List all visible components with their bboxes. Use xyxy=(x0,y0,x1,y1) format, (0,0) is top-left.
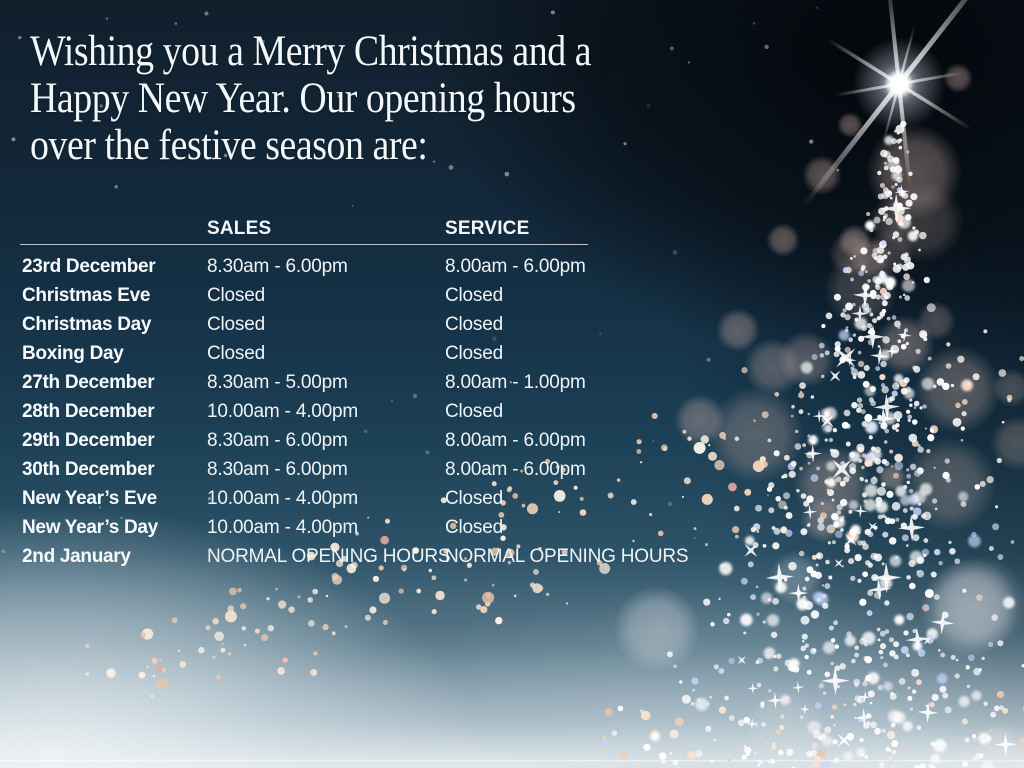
table-header-row: SALES SERVICE xyxy=(22,217,722,241)
table-row: Christmas Eve Closed Closed xyxy=(22,281,722,310)
table-row: 23rd December 8.30am - 6.00pm 8.00am - 6… xyxy=(22,252,722,281)
greeting-line-1: Wishing you a Merry Christmas and a xyxy=(30,28,592,75)
table-row: 28th December 10.00am - 4.00pm Closed xyxy=(22,397,722,426)
row-day: Christmas Eve xyxy=(22,284,151,306)
row-service-hours: Closed xyxy=(445,313,503,335)
row-service-hours: Closed xyxy=(445,342,503,364)
table-row: New Year’s Eve 10.00am - 4.00pm Closed xyxy=(22,484,722,513)
row-sales-hours: 8.30am - 6.00pm xyxy=(207,458,348,480)
row-sales-hours: 10.00am - 4.00pm xyxy=(207,400,358,422)
row-day: New Year’s Eve xyxy=(22,487,157,509)
row-service-hours: NORMAL OPENING HOURS xyxy=(445,545,689,567)
row-service-hours: 8.00am - 1.00pm xyxy=(445,371,586,393)
row-sales-hours: 10.00am - 4.00pm xyxy=(207,487,358,509)
row-sales-hours: NORMAL OPENING HOURS xyxy=(207,545,451,567)
row-sales-hours: 8.30am - 6.00pm xyxy=(207,255,348,277)
row-day: New Year’s Day xyxy=(22,516,158,538)
table-rows: 23rd December 8.30am - 6.00pm 8.00am - 6… xyxy=(22,252,722,571)
greeting-line-2: Happy New Year. Our opening hours xyxy=(30,75,576,122)
greeting-line-3: over the festive season are: xyxy=(30,122,428,169)
header-service: SERVICE xyxy=(445,218,530,239)
header-sales: SALES xyxy=(207,218,272,239)
table-row: 27th December 8.30am - 5.00pm 8.00am - 1… xyxy=(22,368,722,397)
row-service-hours: 8.00am - 6.00pm xyxy=(445,458,586,480)
greeting-heading: Wishing you a Merry Christmas and a Happ… xyxy=(30,28,699,169)
table-row: 30th December 8.30am - 6.00pm 8.00am - 6… xyxy=(22,455,722,484)
row-sales-hours: 8.30am - 5.00pm xyxy=(207,371,348,393)
opening-hours-table: SALES SERVICE 23rd December 8.30am - 6.0… xyxy=(20,217,722,571)
row-day: 2nd January xyxy=(22,545,131,567)
row-day: 29th December xyxy=(22,429,155,451)
row-day: Christmas Day xyxy=(22,313,152,335)
table-row: New Year’s Day 10.00am - 4.00pm Closed xyxy=(22,513,722,542)
row-sales-hours: Closed xyxy=(207,313,265,335)
row-day: 23rd December xyxy=(22,255,156,277)
table-row: Christmas Day Closed Closed xyxy=(22,310,722,339)
tree-topper-star xyxy=(802,0,996,207)
row-day: 28th December xyxy=(22,400,155,422)
row-service-hours: Closed xyxy=(445,487,503,509)
table-row: 2nd January NORMAL OPENING HOURS NORMAL … xyxy=(22,542,722,571)
row-service-hours: Closed xyxy=(445,400,503,422)
row-service-hours: 8.00am - 6.00pm xyxy=(445,255,586,277)
table-row: Boxing Day Closed Closed xyxy=(22,339,722,368)
row-day: 27th December xyxy=(22,371,155,393)
bottom-horizon-line xyxy=(0,760,1024,762)
row-sales-hours: 8.30am - 6.00pm xyxy=(207,429,348,451)
row-sales-hours: 10.00am - 4.00pm xyxy=(207,516,358,538)
table-row: 29th December 8.30am - 6.00pm 8.00am - 6… xyxy=(22,426,722,455)
row-sales-hours: Closed xyxy=(207,342,265,364)
row-service-hours: 8.00am - 6.00pm xyxy=(445,429,586,451)
row-service-hours: Closed xyxy=(445,516,503,538)
table-divider xyxy=(20,244,588,245)
row-service-hours: Closed xyxy=(445,284,503,306)
row-sales-hours: Closed xyxy=(207,284,265,306)
row-day: 30th December xyxy=(22,458,155,480)
row-day: Boxing Day xyxy=(22,342,124,364)
